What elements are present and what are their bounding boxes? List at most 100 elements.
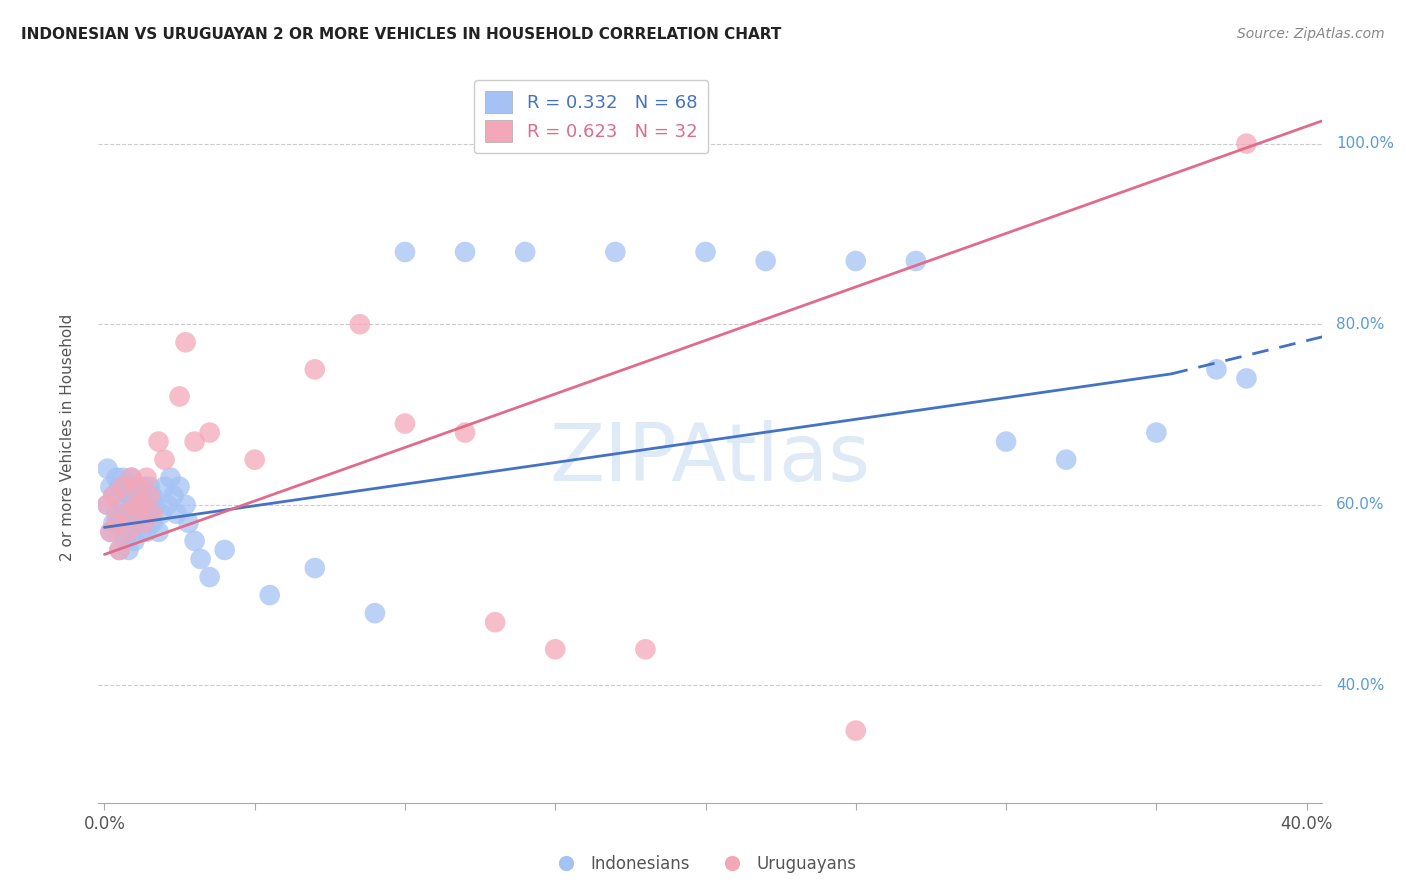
Point <box>755 254 778 268</box>
Point <box>111 498 134 512</box>
Legend: Indonesians, Uruguayans: Indonesians, Uruguayans <box>543 848 863 880</box>
Point <box>259 588 281 602</box>
Point <box>124 498 146 512</box>
Point <box>484 615 506 630</box>
Point <box>148 524 170 539</box>
Point <box>129 524 152 539</box>
Point <box>904 254 927 268</box>
Point <box>153 480 176 494</box>
Point <box>183 533 205 548</box>
Point <box>96 498 118 512</box>
Point <box>141 489 163 503</box>
Point <box>105 516 128 530</box>
Point <box>138 507 160 521</box>
Point <box>148 434 170 449</box>
Text: 60.0%: 60.0% <box>1336 498 1385 512</box>
Point <box>129 498 152 512</box>
Point <box>141 507 163 521</box>
Point <box>132 507 155 521</box>
Point <box>183 434 205 449</box>
Point <box>150 507 173 521</box>
Point <box>111 480 134 494</box>
Text: Source: ZipAtlas.com: Source: ZipAtlas.com <box>1237 27 1385 41</box>
Point <box>156 498 179 512</box>
Point <box>121 471 143 485</box>
Point <box>190 552 212 566</box>
Point <box>515 244 537 259</box>
Text: INDONESIAN VS URUGUAYAN 2 OR MORE VEHICLES IN HOUSEHOLD CORRELATION CHART: INDONESIAN VS URUGUAYAN 2 OR MORE VEHICL… <box>21 27 782 42</box>
Point <box>121 471 143 485</box>
Point <box>108 543 131 558</box>
Point <box>394 417 416 431</box>
Point <box>141 516 163 530</box>
Point <box>135 498 157 512</box>
Point <box>114 533 136 548</box>
Point <box>1054 452 1077 467</box>
Point <box>100 524 122 539</box>
Point <box>117 543 139 558</box>
Point <box>108 516 131 530</box>
Point <box>214 543 236 558</box>
Point <box>124 533 146 548</box>
Text: 40.0%: 40.0% <box>1336 678 1385 693</box>
Point <box>845 723 868 738</box>
Point <box>127 489 149 503</box>
Point <box>96 461 118 475</box>
Point <box>198 425 221 440</box>
Point <box>162 489 184 503</box>
Point <box>174 335 197 350</box>
Point <box>1205 362 1227 376</box>
Text: ZIPAtlas: ZIPAtlas <box>550 420 870 498</box>
Point <box>845 254 868 268</box>
Point <box>995 434 1018 449</box>
Point <box>117 489 139 503</box>
Point <box>304 362 326 376</box>
Point <box>1236 136 1258 151</box>
Point <box>114 480 136 494</box>
Point <box>117 516 139 530</box>
Point <box>695 244 717 259</box>
Point <box>138 480 160 494</box>
Point <box>138 489 160 503</box>
Text: 100.0%: 100.0% <box>1336 136 1395 151</box>
Point <box>1236 371 1258 385</box>
Point <box>153 452 176 467</box>
Point <box>454 244 477 259</box>
Point <box>100 524 122 539</box>
Point <box>96 498 118 512</box>
Point <box>132 516 155 530</box>
Point <box>169 480 191 494</box>
Point <box>135 471 157 485</box>
Point <box>114 507 136 521</box>
Point <box>124 507 146 521</box>
Point <box>1144 425 1167 440</box>
Point <box>103 489 125 503</box>
Point <box>124 480 146 494</box>
Point <box>135 524 157 539</box>
Point <box>127 480 149 494</box>
Point <box>121 498 143 512</box>
Point <box>127 516 149 530</box>
Point <box>159 471 181 485</box>
Point <box>166 507 188 521</box>
Point <box>243 452 266 467</box>
Point <box>103 516 125 530</box>
Point <box>145 498 167 512</box>
Point <box>169 389 191 403</box>
Legend: R = 0.332   N = 68, R = 0.623   N = 32: R = 0.332 N = 68, R = 0.623 N = 32 <box>474 80 709 153</box>
Point <box>364 606 387 620</box>
Point <box>544 642 567 657</box>
Point <box>174 498 197 512</box>
Point <box>394 244 416 259</box>
Text: 80.0%: 80.0% <box>1336 317 1385 332</box>
Point <box>108 480 131 494</box>
Point <box>103 489 125 503</box>
Point <box>111 471 134 485</box>
Point <box>177 516 200 530</box>
Point <box>117 524 139 539</box>
Point <box>108 543 131 558</box>
Y-axis label: 2 or more Vehicles in Household: 2 or more Vehicles in Household <box>60 313 75 561</box>
Point <box>454 425 477 440</box>
Point <box>634 642 657 657</box>
Point <box>304 561 326 575</box>
